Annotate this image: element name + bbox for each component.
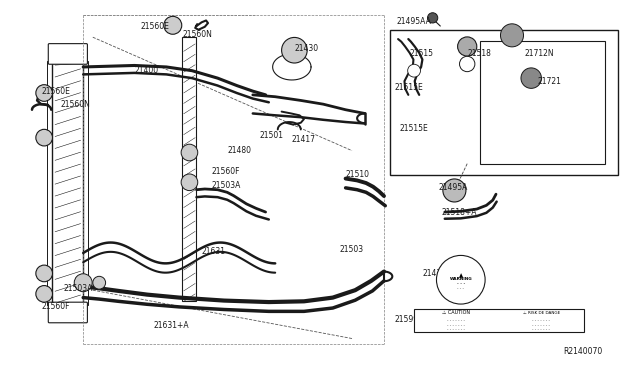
Bar <box>480 41 605 164</box>
Text: 21560F: 21560F <box>42 302 70 311</box>
Bar <box>390 30 618 175</box>
Text: 21480: 21480 <box>227 146 251 155</box>
Text: 21503A: 21503A <box>64 284 93 293</box>
Bar <box>414 309 584 332</box>
Text: 21515E: 21515E <box>400 124 429 133</box>
Circle shape <box>458 37 477 56</box>
Text: - - - - - - -: - - - - - - - <box>447 323 465 327</box>
Circle shape <box>408 64 420 77</box>
Text: 21501: 21501 <box>259 131 284 140</box>
Text: ⚠ CAUTION: ⚠ CAUTION <box>442 310 470 315</box>
Text: 21435: 21435 <box>422 269 447 278</box>
Text: 21417: 21417 <box>291 135 315 144</box>
Text: 21495AA: 21495AA <box>397 17 431 26</box>
Text: 21430: 21430 <box>294 44 319 53</box>
Text: 21503A: 21503A <box>211 182 241 190</box>
Circle shape <box>36 129 52 146</box>
Circle shape <box>74 274 92 292</box>
Text: R2140070: R2140070 <box>563 347 602 356</box>
Text: ⚠ RISK DE DANGE: ⚠ RISK DE DANGE <box>523 311 560 315</box>
Circle shape <box>93 276 106 289</box>
Text: 21560E: 21560E <box>42 87 70 96</box>
Text: 21631: 21631 <box>202 247 226 256</box>
Text: 21560N: 21560N <box>182 30 212 39</box>
Circle shape <box>36 286 52 302</box>
Text: 21631+A: 21631+A <box>154 321 189 330</box>
Circle shape <box>164 16 182 34</box>
Text: 21515E: 21515E <box>395 83 424 92</box>
Text: 21518: 21518 <box>467 49 491 58</box>
Text: 21560N: 21560N <box>61 100 91 109</box>
Bar <box>182 37 196 301</box>
Text: - - - - - - -: - - - - - - - <box>532 323 550 327</box>
Circle shape <box>181 174 198 190</box>
Text: - - -: - - - <box>458 286 464 290</box>
Text: 21560F: 21560F <box>211 167 240 176</box>
FancyBboxPatch shape <box>48 302 88 323</box>
Text: 21515: 21515 <box>410 49 434 58</box>
Text: 21712N: 21712N <box>525 49 554 58</box>
Circle shape <box>460 56 475 72</box>
Text: 21518+A: 21518+A <box>442 208 477 217</box>
Circle shape <box>36 85 52 101</box>
Bar <box>52 63 83 303</box>
Text: 21560E: 21560E <box>141 22 170 31</box>
FancyBboxPatch shape <box>48 44 88 64</box>
Text: 21495A: 21495A <box>438 183 468 192</box>
Bar <box>47 61 88 305</box>
Text: ▲: ▲ <box>459 273 463 278</box>
Text: 21510: 21510 <box>346 170 370 179</box>
Text: 21503: 21503 <box>339 245 364 254</box>
Circle shape <box>436 256 485 304</box>
Circle shape <box>181 144 198 161</box>
Text: - - -: - - - <box>457 281 465 286</box>
Text: - - - - - - -: - - - - - - - <box>532 327 550 331</box>
Text: 21721: 21721 <box>538 77 561 86</box>
Circle shape <box>36 265 52 282</box>
Circle shape <box>428 13 438 23</box>
Text: WARNING: WARNING <box>449 277 472 281</box>
Circle shape <box>500 24 524 47</box>
Circle shape <box>282 38 307 63</box>
Text: - - - - - - -: - - - - - - - <box>532 318 550 322</box>
Text: 21599N: 21599N <box>395 315 425 324</box>
Text: - - - - - - -: - - - - - - - <box>447 327 465 331</box>
Circle shape <box>521 68 541 89</box>
Text: 21400: 21400 <box>134 66 159 75</box>
Text: - - - - - - -: - - - - - - - <box>447 318 465 322</box>
Circle shape <box>443 179 466 202</box>
